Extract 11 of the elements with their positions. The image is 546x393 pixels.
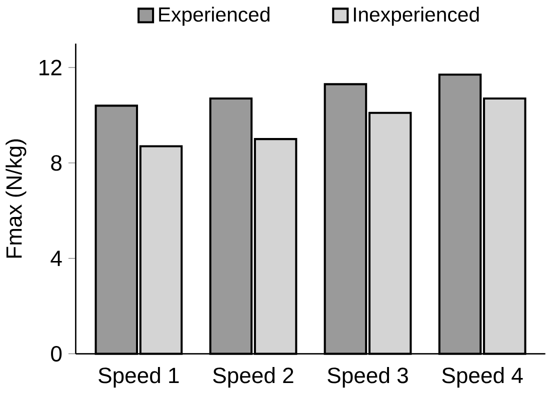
x-tick-label: Speed 1	[98, 366, 179, 388]
x-tick-label: Speed 2	[213, 366, 294, 388]
y-tick-label: 0	[51, 346, 62, 362]
x-tick-label: Speed 3	[328, 366, 408, 388]
x-tick-label: Speed 4	[442, 366, 523, 388]
y-axis-title: Fmax (N/kg)	[6, 139, 26, 258]
y-tick-label: 8	[51, 154, 62, 171]
legend-label: Experienced	[159, 6, 270, 26]
y-tick-label: 4	[50, 250, 62, 266]
legend-label: Inexperienced	[354, 6, 479, 26]
y-tick-label: 12	[40, 60, 62, 76]
